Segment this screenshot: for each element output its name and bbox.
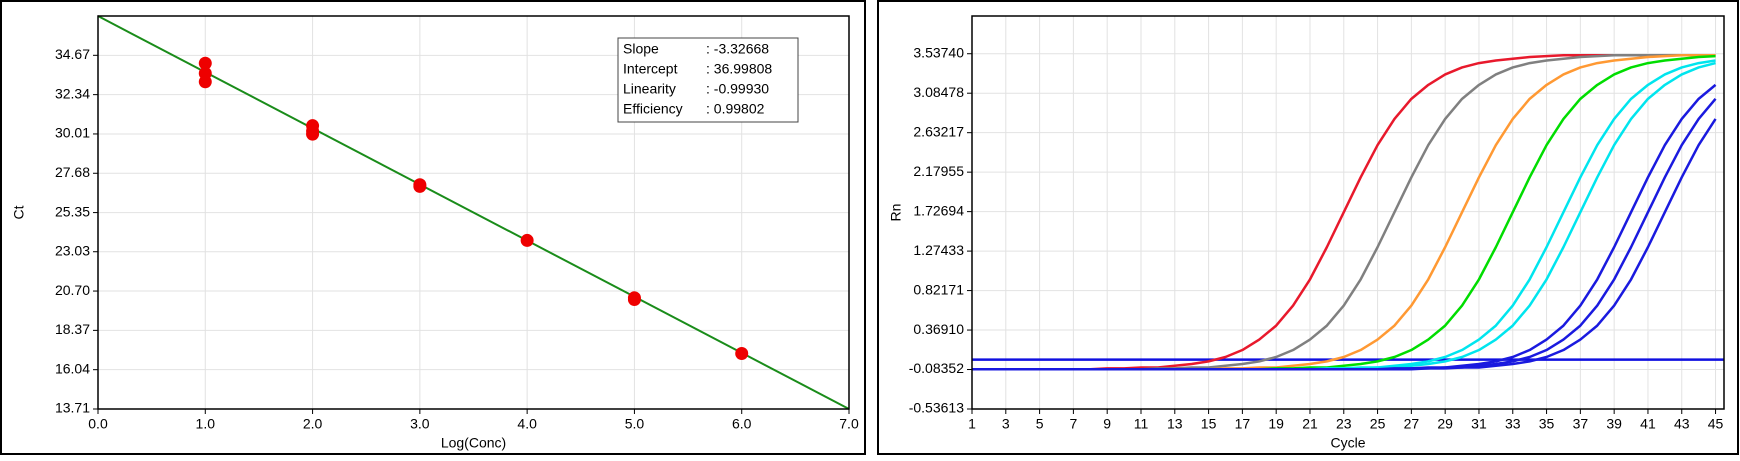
data-point: [735, 346, 749, 360]
stat-value: : -3.32668: [706, 41, 769, 57]
x-tick-label: 1: [968, 416, 976, 432]
stat-label: Intercept: [623, 61, 678, 77]
x-tick-label: 17: [1235, 416, 1251, 432]
x-tick-label: 43: [1674, 416, 1690, 432]
x-tick-label: 23: [1336, 416, 1352, 432]
x-tick-label: 45: [1708, 416, 1724, 432]
series-line: [972, 118, 1717, 371]
y-tick-label: 0.36910: [913, 321, 964, 337]
data-point: [198, 75, 212, 89]
y-tick-label: 25.35: [55, 203, 90, 219]
x-tick-label: 15: [1201, 416, 1217, 432]
y-tick-label: 23.03: [55, 242, 90, 258]
x-tick-label: 27: [1404, 416, 1420, 432]
y-tick-label: 16.04: [55, 360, 90, 376]
x-tick-label: 3: [1002, 416, 1010, 432]
x-tick-label: 41: [1640, 416, 1656, 432]
y-tick-label: -0.53613: [909, 400, 964, 416]
x-tick-label: 25: [1370, 416, 1386, 432]
x-tick-label: 11: [1134, 416, 1149, 432]
stat-label: Slope: [623, 41, 659, 57]
y-tick-label: 13.71: [55, 400, 90, 416]
plot-area: [972, 16, 1724, 409]
series-line: [97, 15, 850, 410]
x-tick-label: 2.0: [303, 416, 323, 432]
x-tick-label: 19: [1268, 416, 1284, 432]
data-point: [413, 179, 427, 193]
stat-label: Efficiency: [623, 101, 683, 117]
y-tick-label: -0.08352: [909, 360, 964, 376]
x-tick-label: 37: [1573, 416, 1589, 432]
stat-value: : 0.99802: [706, 101, 765, 117]
x-tick-label: 29: [1437, 416, 1453, 432]
x-tick-label: 3.0: [410, 416, 430, 432]
data-point: [198, 56, 212, 70]
y-tick-label: 2.17955: [913, 163, 964, 179]
y-tick-label: 20.70: [55, 282, 90, 298]
x-tick-label: 31: [1471, 416, 1487, 432]
x-tick-label: 5.0: [625, 416, 645, 432]
y-tick-label: 1.27433: [913, 242, 964, 258]
x-tick-label: 1.0: [196, 416, 216, 432]
plot-frame: [971, 15, 1725, 410]
plot-frame: [97, 15, 850, 410]
x-tick-label: 7: [1069, 416, 1077, 432]
data-point: [627, 292, 641, 306]
y-tick-label: 32.34: [55, 85, 90, 101]
stats-frame: [617, 37, 799, 123]
x-tick-label: 6.0: [732, 416, 752, 432]
y-axis-title: Ct: [11, 205, 27, 219]
data-point: [306, 127, 320, 141]
x-tick-label: 0.0: [88, 416, 108, 432]
y-axis-title: Rn: [888, 204, 904, 222]
y-tick-label: 1.72694: [913, 202, 964, 218]
y-tick-label: 27.68: [55, 164, 90, 180]
stats-box: Slope : -3.32668 Intercept : 36.99808 Linear…: [617, 37, 799, 123]
y-tick-label: 34.67: [55, 46, 90, 62]
x-tick-label: 5: [1036, 416, 1044, 432]
x-axis-title: Log(Conc): [441, 435, 506, 451]
stat-value: : 36.99808: [706, 61, 772, 77]
x-tick-label: 4.0: [517, 416, 537, 432]
x-tick-label: 9: [1103, 416, 1111, 432]
x-tick-label: 21: [1302, 416, 1318, 432]
y-tick-label: 3.08478: [913, 84, 964, 100]
y-tick-label: 2.63217: [913, 123, 964, 139]
stat-label: Linearity: [623, 81, 676, 97]
y-tick-label: 18.37: [55, 321, 90, 337]
data-point: [520, 233, 534, 247]
x-tick-label: 39: [1606, 416, 1622, 432]
x-tick-label: 13: [1167, 416, 1183, 432]
x-axis-title: Cycle: [1330, 435, 1365, 451]
y-tick-label: 30.01: [55, 125, 90, 141]
x-tick-label: 35: [1539, 416, 1555, 432]
stat-value: : -0.99930: [706, 81, 769, 97]
x-tick-label: 33: [1505, 416, 1521, 432]
y-tick-label: 3.53740: [913, 44, 964, 60]
x-tick-label: 7.0: [839, 416, 859, 432]
y-tick-label: 0.82171: [913, 281, 964, 297]
